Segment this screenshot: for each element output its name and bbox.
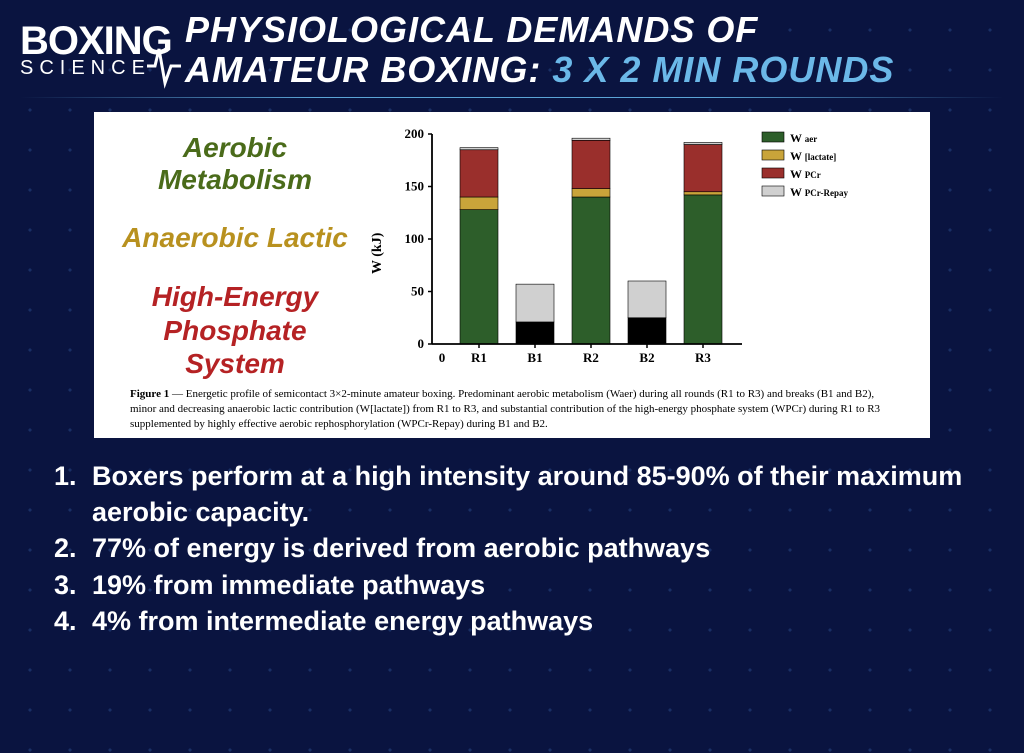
list-item: 4% from intermediate energy pathways bbox=[84, 603, 1004, 639]
svg-text:B2: B2 bbox=[639, 350, 654, 364]
svg-text:150: 150 bbox=[405, 179, 425, 194]
svg-text:50: 50 bbox=[411, 284, 424, 299]
svg-text:0: 0 bbox=[418, 336, 425, 351]
svg-text:B1: B1 bbox=[527, 350, 542, 364]
title-line2a: AMATEUR BOXING: bbox=[185, 49, 552, 90]
bullet-list: Boxers perform at a high intensity aroun… bbox=[20, 458, 1004, 640]
list-item: 19% from immediate pathways bbox=[84, 567, 1004, 603]
list-item: 77% of energy is derived from aerobic pa… bbox=[84, 530, 1004, 566]
svg-text:W aer: W aer bbox=[790, 131, 817, 145]
y-axis-label: W (kJ) bbox=[368, 143, 388, 363]
figure-panel: Aerobic Metabolism Anaerobic Lactic High… bbox=[94, 112, 930, 437]
label-aerobic: Aerobic Metabolism bbox=[110, 132, 360, 196]
svg-text:R1: R1 bbox=[471, 350, 487, 364]
list-item: Boxers perform at a high intensity aroun… bbox=[84, 458, 1004, 531]
figure-caption: Figure 1 — Energetic profile of semicont… bbox=[110, 381, 914, 432]
title-line1: PHYSIOLOGICAL DEMANDS OF bbox=[185, 9, 758, 50]
divider bbox=[20, 97, 1004, 98]
svg-text:R2: R2 bbox=[583, 350, 599, 364]
svg-text:W PCr-Repay: W PCr-Repay bbox=[790, 185, 848, 199]
metabolism-labels: Aerobic Metabolism Anaerobic Lactic High… bbox=[110, 124, 360, 381]
svg-text:200: 200 bbox=[405, 126, 425, 141]
svg-text:0: 0 bbox=[439, 350, 446, 364]
logo: BOXING SCIENCE bbox=[20, 23, 175, 77]
label-phosphate: High-Energy Phosphate System bbox=[110, 280, 360, 381]
caption-text: — Energetic profile of semicontact 3×2-m… bbox=[130, 388, 880, 430]
chart-area: 0 50 100 150 200 R1 B1 R2 B2 R3 0 W aer W [lactate] W… bbox=[396, 124, 916, 364]
caption-lead: Figure 1 bbox=[130, 388, 169, 400]
label-lactic: Anaerobic Lactic bbox=[110, 222, 360, 254]
svg-text:100: 100 bbox=[405, 231, 425, 246]
header: BOXING SCIENCE PHYSIOLOGICAL DEMANDS OF … bbox=[20, 10, 1004, 89]
svg-text:W PCr: W PCr bbox=[790, 167, 821, 181]
title-line2b: 3 X 2 MIN ROUNDS bbox=[552, 49, 894, 90]
heartbeat-icon bbox=[147, 41, 181, 91]
svg-text:R3: R3 bbox=[695, 350, 711, 364]
svg-text:W [lactate]: W [lactate] bbox=[790, 149, 836, 163]
page-title: PHYSIOLOGICAL DEMANDS OF AMATEUR BOXING:… bbox=[185, 10, 894, 89]
stacked-bar-chart: 0 50 100 150 200 R1 B1 R2 B2 R3 0 W aer W [lactate] W… bbox=[396, 124, 916, 364]
